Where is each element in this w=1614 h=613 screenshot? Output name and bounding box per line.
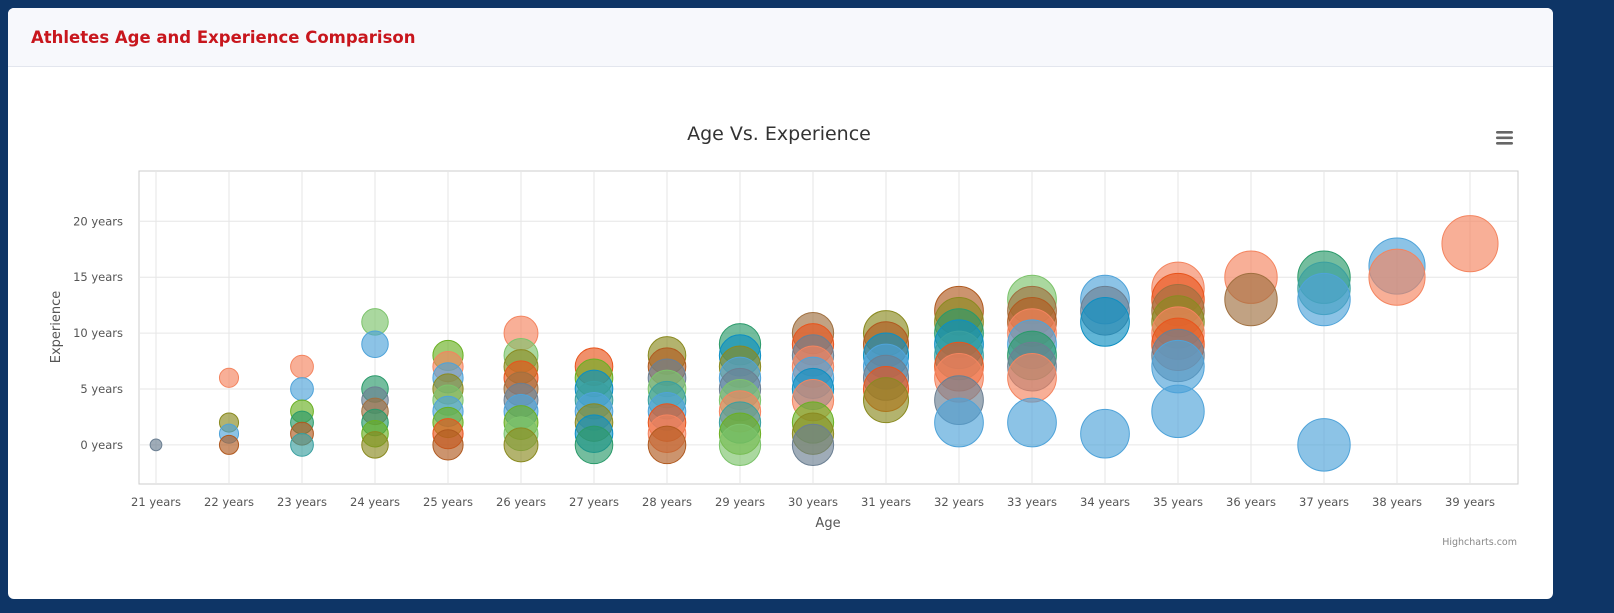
bubble-point[interactable]: [1007, 397, 1057, 448]
bubble-point[interactable]: [863, 377, 909, 424]
credits-link[interactable]: Highcharts.com: [1442, 537, 1517, 548]
x-tick-label: 23 years: [277, 495, 327, 509]
bubble-point[interactable]: [218, 434, 240, 455]
y-tick-label: 5 years: [80, 382, 123, 396]
x-axis-labels: 21 years 22 years 23 years 24 years 25 years…: [131, 495, 1495, 509]
card-header: Athletes Age and Experience Comparison: [8, 8, 1553, 67]
x-tick-label: 37 years: [1299, 495, 1349, 509]
x-tick-label: 32 years: [934, 495, 984, 509]
x-tick-label: 21 years: [131, 495, 181, 509]
hamburger-menu-icon[interactable]: [1488, 126, 1520, 154]
bubble-point[interactable]: [1297, 272, 1351, 327]
x-axis-title: Age: [815, 516, 840, 531]
y-tick-label: 0 years: [80, 438, 123, 452]
bubble-point[interactable]: [290, 432, 314, 457]
bubble-point[interactable]: [361, 431, 389, 459]
bubble-point[interactable]: [1224, 272, 1278, 327]
bubble-point[interactable]: [1080, 297, 1130, 347]
page-title: Athletes Age and Experience Comparison: [31, 27, 416, 47]
bubble-point[interactable]: [149, 438, 163, 452]
x-tick-label: 33 years: [1007, 495, 1057, 509]
bubble-point[interactable]: [791, 423, 835, 467]
x-tick-label: 39 years: [1445, 495, 1495, 509]
chart-card: Athletes Age and Experience Comparison A…: [8, 8, 1553, 599]
bubble-point[interactable]: [432, 429, 464, 461]
bubble-point[interactable]: [647, 425, 687, 465]
bubble-point[interactable]: [574, 425, 614, 465]
bubble-point[interactable]: [1080, 408, 1130, 459]
y-axis-labels: 0 years 5 years 10 years 15 years 20 years: [73, 214, 123, 452]
y-tick-label: 10 years: [73, 326, 123, 340]
bubble-point[interactable]: [290, 354, 314, 379]
bubble-point[interactable]: [718, 423, 762, 467]
x-tick-label: 28 years: [642, 495, 692, 509]
bubble-point[interactable]: [1297, 418, 1351, 472]
plot-area-border: [138, 170, 1519, 485]
bubble-point[interactable]: [1151, 384, 1205, 439]
x-tick-label: 30 years: [788, 495, 838, 509]
x-tick-label: 22 years: [204, 495, 254, 509]
bubble-point[interactable]: [1368, 248, 1426, 306]
bubble-chart: Age Vs. Experience 21 years 22 years 23 ye…: [49, 123, 1520, 548]
bubble-point[interactable]: [290, 377, 314, 401]
bubble-point[interactable]: [1441, 215, 1499, 273]
x-tick-label: 36 years: [1226, 495, 1276, 509]
x-tick-label: 29 years: [715, 495, 765, 509]
y-tick-label: 20 years: [73, 214, 123, 228]
x-tick-label: 25 years: [423, 495, 473, 509]
bubble-point[interactable]: [1007, 352, 1057, 403]
x-tick-label: 27 years: [569, 495, 619, 509]
chart-title: Age Vs. Experience: [687, 123, 871, 145]
x-tick-label: 31 years: [861, 495, 911, 509]
x-tick-label: 34 years: [1080, 495, 1130, 509]
bubble-point[interactable]: [361, 330, 389, 359]
bubble-series: [149, 215, 1499, 472]
y-tick-label: 15 years: [73, 270, 123, 284]
x-tick-label: 35 years: [1153, 495, 1203, 509]
bubble-point[interactable]: [218, 367, 240, 388]
y-axis-title: Experience: [49, 291, 64, 364]
x-tick-label: 26 years: [496, 495, 546, 509]
x-tick-label: 24 years: [350, 495, 400, 509]
x-tick-label: 38 years: [1372, 495, 1422, 509]
bubble-point[interactable]: [934, 397, 984, 448]
bubble-point[interactable]: [503, 427, 539, 463]
